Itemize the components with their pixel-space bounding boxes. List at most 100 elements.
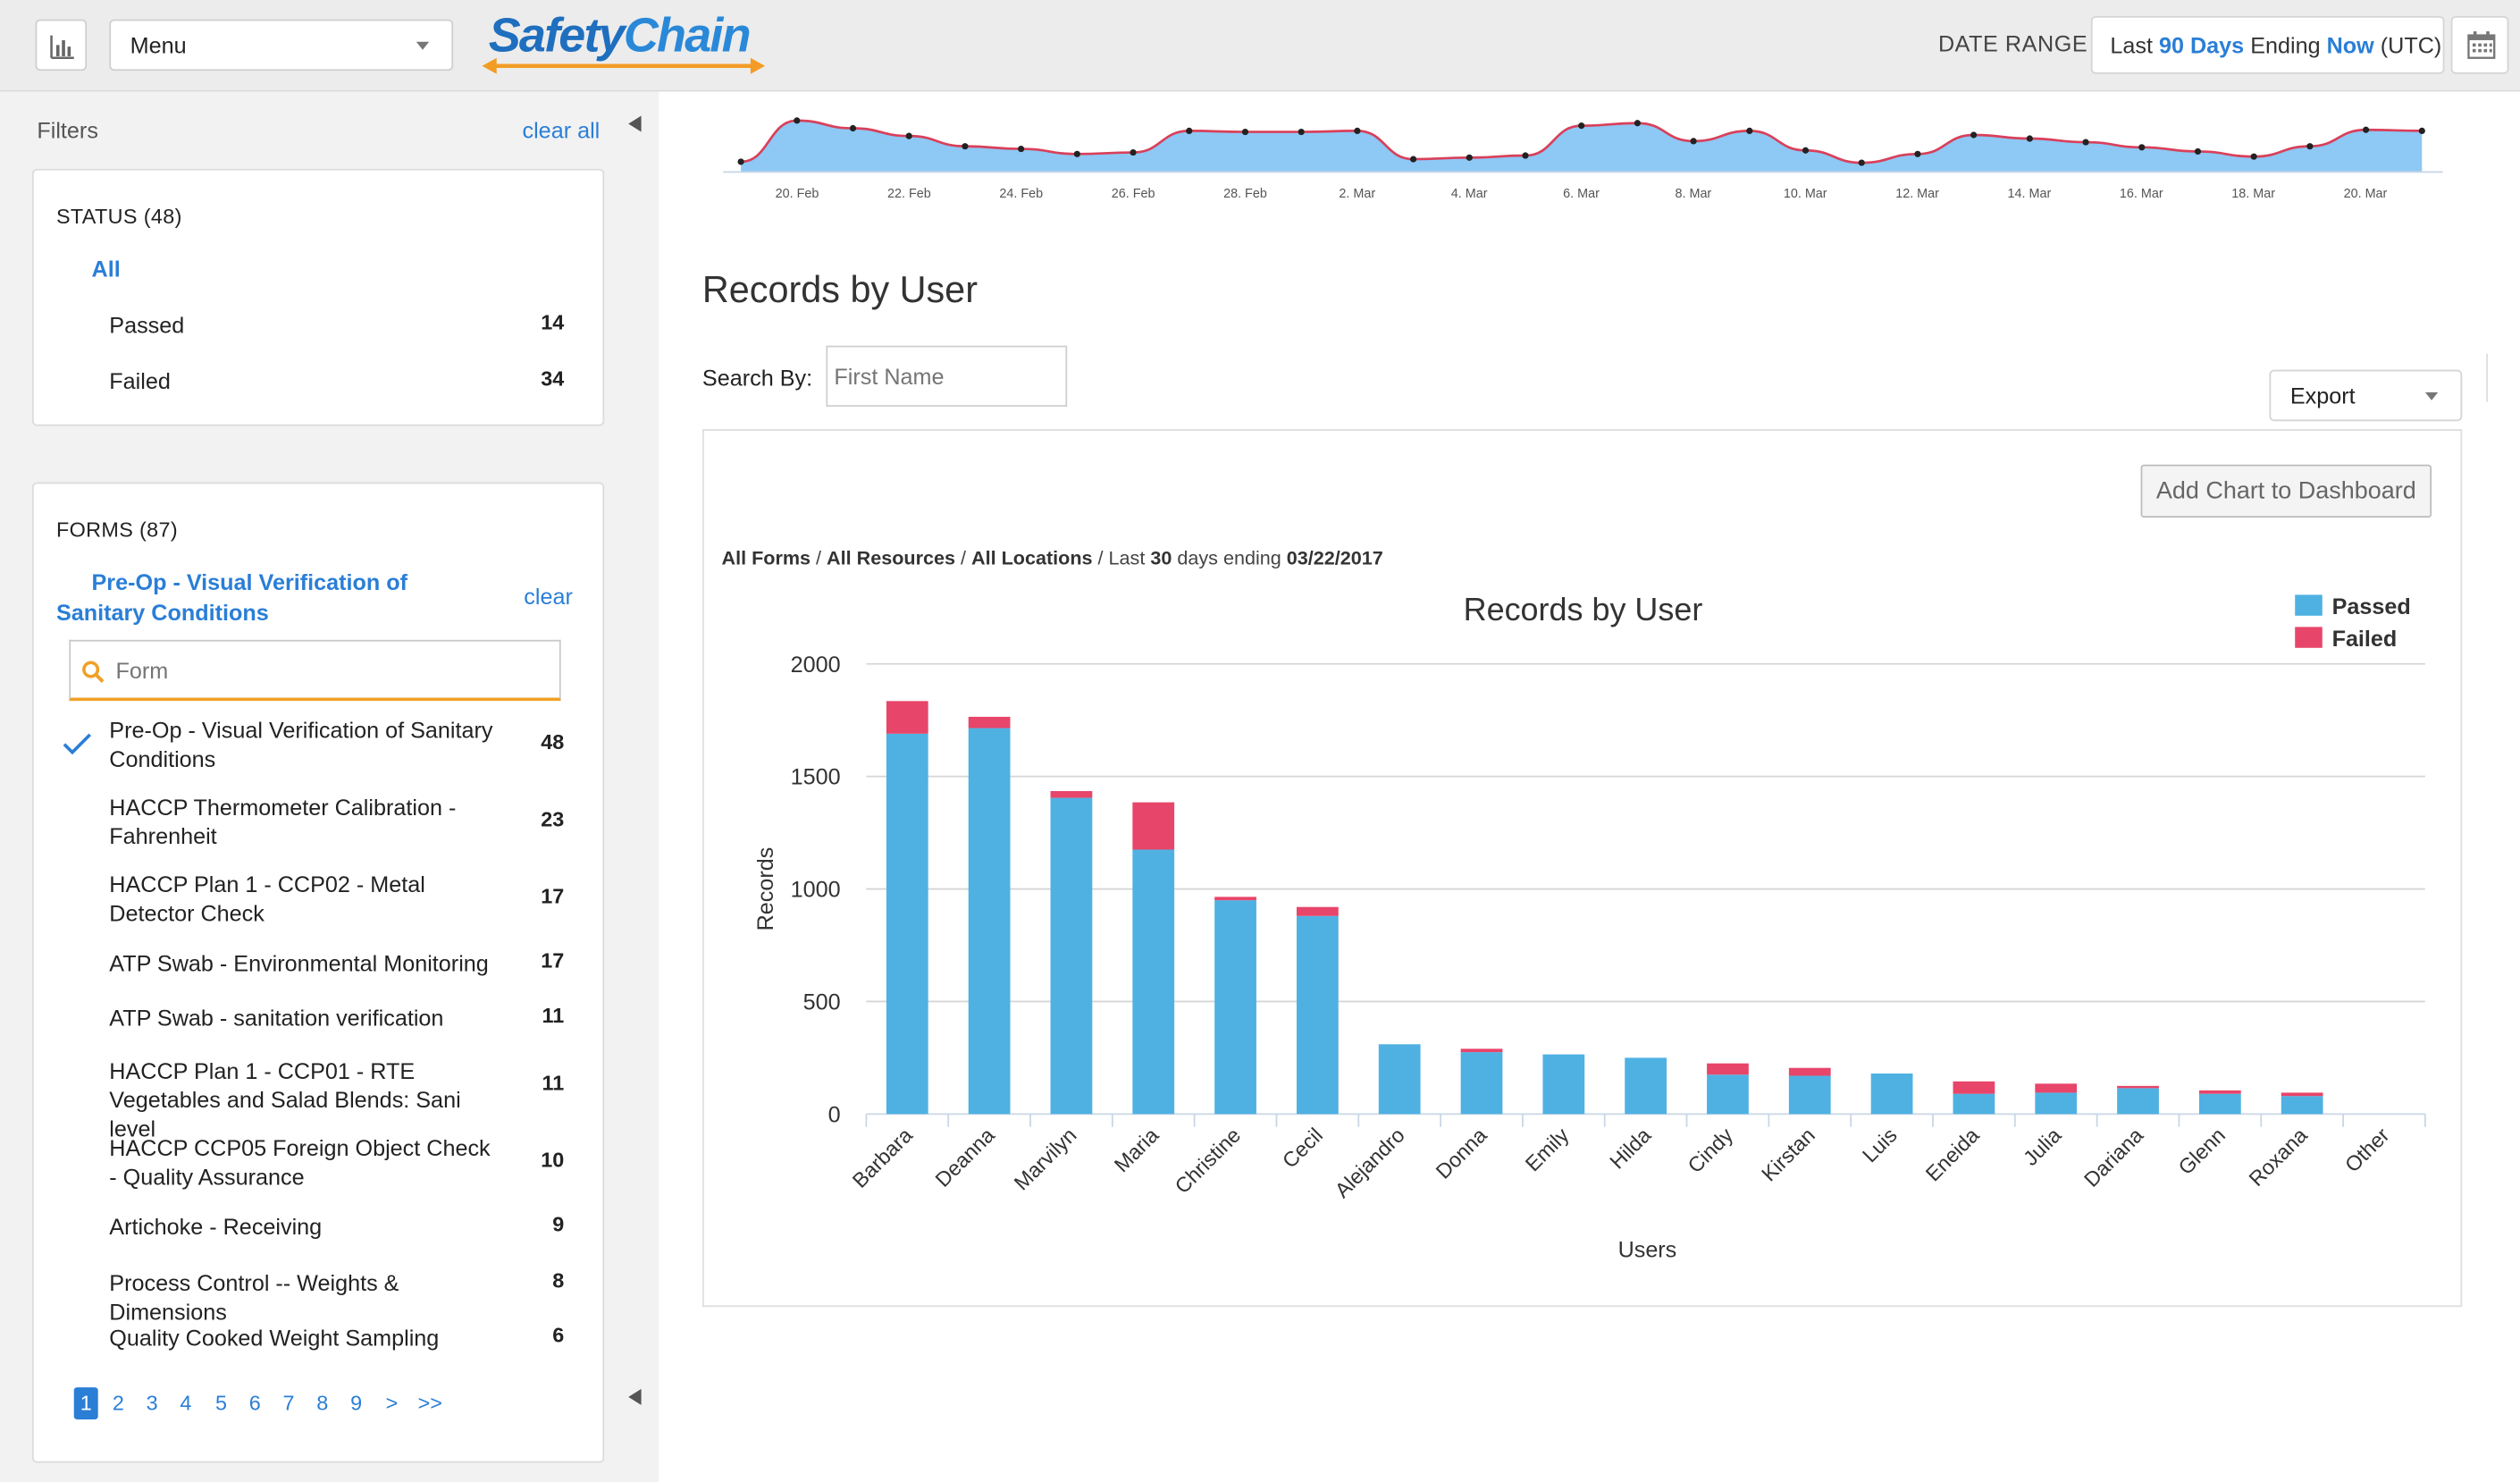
forms-filter-title: FORMS (87) bbox=[55, 518, 179, 543]
date-range-selector[interactable]: Last 90 Days Ending Now (UTC) bbox=[2090, 15, 2445, 74]
timeline-point bbox=[1130, 148, 1137, 156]
legend-label-failed: Failed bbox=[2332, 627, 2398, 652]
timeline-tick-label: 18. Mar bbox=[2231, 187, 2275, 201]
status-all-option[interactable]: All bbox=[91, 255, 121, 282]
bar-failed-eneida bbox=[1953, 1081, 1995, 1094]
page-link-2[interactable]: 2 bbox=[112, 1390, 124, 1415]
collapse-sidebar-icon[interactable] bbox=[628, 115, 642, 132]
menu-dropdown[interactable]: Menu bbox=[109, 19, 454, 72]
timeline-point bbox=[1802, 147, 1810, 154]
page-link-8[interactable]: 8 bbox=[316, 1390, 329, 1415]
timeline-tick-label: 10. Mar bbox=[1784, 187, 1827, 201]
y-tick-label: 1000 bbox=[791, 878, 841, 903]
search-by-label: Search By: bbox=[701, 365, 813, 392]
collapse-sidebar-icon[interactable] bbox=[628, 1388, 642, 1405]
bar-passed-eneida bbox=[1953, 1093, 1995, 1115]
page-last-link[interactable]: >> bbox=[417, 1390, 442, 1415]
add-chart-to-dashboard-button[interactable]: Add Chart to Dashboard bbox=[2140, 464, 2432, 518]
page-link-9[interactable]: 9 bbox=[350, 1390, 363, 1415]
bar-failed-julia bbox=[2035, 1083, 2078, 1093]
bar-failed-cecil bbox=[1296, 906, 1339, 916]
timeline-point bbox=[794, 117, 801, 124]
export-dropdown[interactable]: Export bbox=[2269, 369, 2463, 422]
bar-failed-marvilyn bbox=[1050, 791, 1093, 798]
bar-chart-icon bbox=[50, 35, 74, 60]
timeline-point bbox=[1298, 128, 1305, 136]
export-label: Export bbox=[2289, 383, 2356, 408]
page-link-5[interactable]: 5 bbox=[214, 1390, 228, 1415]
timeline-point bbox=[1858, 159, 1865, 166]
bar-failed-maria bbox=[1132, 802, 1175, 850]
legend-swatch-failed bbox=[2295, 627, 2323, 648]
timeline-tick-label: 8. Mar bbox=[1675, 187, 1711, 201]
timeline-chart: 20. Feb 22. Feb 24. Feb 26. Feb 28. Feb 2. Ma… bbox=[723, 117, 2443, 201]
bar-failed-glenn bbox=[2198, 1090, 2241, 1094]
search-icon bbox=[82, 661, 105, 683]
timeline-tick-label: 12. Mar bbox=[1895, 187, 1939, 201]
timeline-tick-label: 22. Feb bbox=[887, 187, 931, 201]
menu-label: Menu bbox=[130, 31, 187, 58]
timeline-tick-label: 16. Mar bbox=[2120, 187, 2163, 201]
page-link-1[interactable]: 1 bbox=[73, 1387, 98, 1420]
checkmark-icon bbox=[63, 733, 91, 755]
y-tick-label: 0 bbox=[828, 1102, 841, 1127]
clear-all-link[interactable]: clear all bbox=[522, 117, 601, 144]
page-link-4[interactable]: 4 bbox=[180, 1390, 192, 1415]
bar-passed-barbara bbox=[886, 733, 928, 1115]
filters-label: Filters bbox=[37, 117, 98, 144]
page-link-7[interactable]: 7 bbox=[282, 1390, 295, 1415]
calendar-button[interactable] bbox=[2450, 15, 2509, 74]
page-next-link[interactable]: > bbox=[385, 1390, 399, 1415]
bar-passed-emily bbox=[1542, 1054, 1585, 1115]
x-tick-label: Barbara bbox=[848, 1124, 917, 1192]
chart-filter-breadcrumb: All Forms / All Resources / All Location… bbox=[721, 546, 1383, 569]
bar-failed-barbara bbox=[886, 701, 928, 734]
bar-passed-roxana bbox=[2281, 1096, 2323, 1115]
page-title: Records by User bbox=[701, 268, 978, 311]
page-link-3[interactable]: 3 bbox=[146, 1390, 158, 1415]
timeline-point bbox=[849, 124, 857, 132]
x-tick-label: Julia bbox=[2019, 1124, 2065, 1170]
bar-passed-maria bbox=[1132, 849, 1175, 1115]
timeline-point bbox=[1409, 156, 1417, 163]
logo-swoosh-icon bbox=[482, 57, 766, 74]
x-tick-label: Cecil bbox=[1278, 1124, 1327, 1173]
timeline-point bbox=[1522, 152, 1529, 159]
calendar-icon bbox=[2467, 31, 2496, 59]
x-tick-label: Maria bbox=[1110, 1124, 1163, 1177]
bar-failed-christine bbox=[1214, 897, 1256, 901]
page-link-6[interactable]: 6 bbox=[248, 1390, 261, 1415]
timeline-point bbox=[1746, 127, 1753, 134]
timeline-point bbox=[2306, 143, 2314, 150]
timeline-point bbox=[2250, 153, 2257, 160]
timeline-point bbox=[2418, 127, 2425, 134]
legend-label-passed: Passed bbox=[2332, 594, 2411, 619]
timeline-tick-label: 2. Mar bbox=[1339, 187, 1375, 201]
x-tick-label: Emily bbox=[1521, 1123, 1574, 1175]
y-tick-label: 2000 bbox=[791, 653, 841, 678]
bar-passed-marvilyn bbox=[1050, 797, 1093, 1115]
clear-form-link[interactable]: clear bbox=[524, 583, 573, 610]
form-search-input[interactable] bbox=[112, 649, 537, 692]
safetychain-logo[interactable]: SafetyChain bbox=[482, 10, 772, 80]
x-tick-label: Cindy bbox=[1684, 1123, 1738, 1177]
x-tick-label: Marvilyn bbox=[1010, 1124, 1081, 1195]
bar-failed-roxana bbox=[2281, 1092, 2323, 1097]
records-by-user-chart: Records by User 0 500 1000 1500 2000 Records Us… bbox=[753, 591, 2426, 1262]
timeline-point bbox=[1578, 122, 1585, 130]
x-tick-label: Hilda bbox=[1605, 1124, 1655, 1174]
dashboard-button[interactable] bbox=[35, 19, 88, 72]
timeline-point bbox=[1241, 128, 1249, 136]
timeline-tick-label: 28. Feb bbox=[1223, 187, 1267, 201]
chart-panel: Add Chart to Dashboard All Forms / All R… bbox=[701, 429, 2463, 1308]
bar-passed-alejandro bbox=[1378, 1044, 1421, 1115]
legend-swatch-passed bbox=[2295, 594, 2323, 616]
form-search-field[interactable] bbox=[69, 639, 561, 702]
timeline-tick-label: 14. Mar bbox=[2008, 187, 2052, 201]
x-tick-label: Roxana bbox=[2245, 1124, 2312, 1191]
top-bar: Menu SafetyChain DATE RANGE Last 90 Days… bbox=[0, 0, 2520, 92]
first-name-search-input[interactable] bbox=[826, 345, 1068, 408]
timeline-point bbox=[737, 158, 744, 165]
divider bbox=[2486, 353, 2489, 402]
x-tick-label: Eneida bbox=[1921, 1124, 1984, 1186]
